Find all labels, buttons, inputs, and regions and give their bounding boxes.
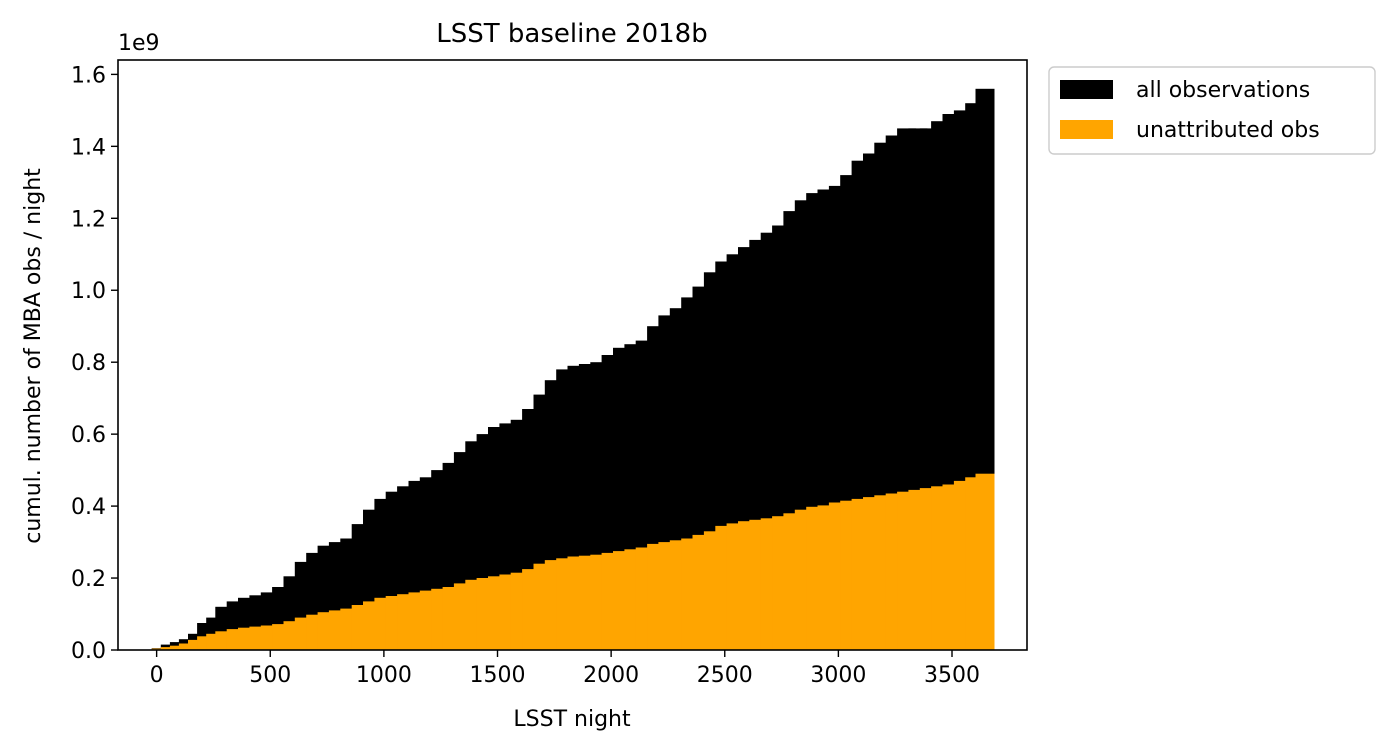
plot-frame	[117, 59, 1028, 651]
x-tick-label: 500	[249, 663, 291, 688]
legend-swatch-0	[1060, 80, 1113, 99]
bars-layer	[151, 88, 995, 651]
y-tick-label: 1.2	[71, 207, 106, 232]
axes-layer: 0 500 1000 1500 2000 2500 3000 3500 0.0 0.2 0.4 0.6…	[71, 59, 1028, 688]
y-tick-label: 1.0	[71, 279, 106, 304]
y-tick-label: 0.0	[71, 639, 106, 664]
y-tick-label: 0.6	[71, 423, 106, 448]
x-tick-label: 2500	[697, 663, 753, 688]
legend-label-0: all observations	[1136, 78, 1310, 103]
x-axis-label: LSST night	[513, 707, 631, 732]
chart-title: LSST baseline 2018b	[436, 19, 707, 49]
y-offset-label: 1e9	[118, 31, 160, 56]
y-tick-label: 0.8	[71, 351, 106, 376]
y-tick-label: 0.2	[71, 567, 106, 592]
x-tick-label: 0	[150, 663, 164, 688]
y-tick-label: 1.4	[71, 135, 106, 160]
series-1-bars	[151, 473, 995, 651]
legend-swatch-1	[1060, 120, 1113, 139]
legend-label-1: unattributed obs	[1136, 118, 1320, 143]
x-tick-label: 3500	[924, 663, 980, 688]
x-tick-label: 3000	[810, 663, 866, 688]
x-tick-label: 1500	[470, 663, 526, 688]
legend: all observations unattributed obs	[1048, 66, 1376, 155]
legend-frame	[1048, 66, 1376, 155]
y-tick-label: 0.4	[71, 495, 106, 520]
y-tick-label: 1.6	[71, 63, 106, 88]
bar-unattributed-74	[975, 473, 995, 650]
x-tick-label: 1000	[356, 663, 412, 688]
y-axis-label: cumul. number of MBA obs / night	[21, 168, 46, 544]
x-tick-label: 2000	[583, 663, 639, 688]
